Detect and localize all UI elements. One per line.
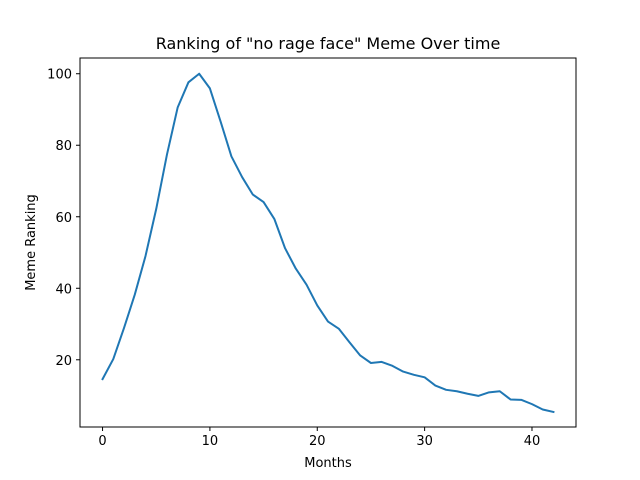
x-tick-label: 20 (309, 434, 326, 449)
chart-title: Ranking of "no rage face" Meme Over time (156, 34, 501, 53)
plot-area (101, 72, 555, 414)
axes-frame (79, 57, 577, 428)
y-tick-label: 20 (55, 354, 72, 369)
y-tick-label: 80 (55, 139, 72, 154)
x-tick-label: 30 (416, 434, 433, 449)
x-tick-label: 0 (98, 434, 106, 449)
y-axis: 20 40 60 80 100 (47, 68, 80, 369)
series-line-0 (101, 72, 555, 414)
y-tick-label: 40 (55, 282, 72, 297)
x-tick-label: 10 (202, 434, 219, 449)
x-tick-label: 40 (524, 434, 541, 449)
x-axis: 0 10 20 30 40 (98, 427, 540, 449)
y-axis-label: Meme Ranking (24, 194, 39, 291)
y-tick-label: 60 (55, 211, 72, 226)
y-tick-label: 100 (47, 68, 72, 83)
x-axis-label: Months (304, 456, 352, 471)
